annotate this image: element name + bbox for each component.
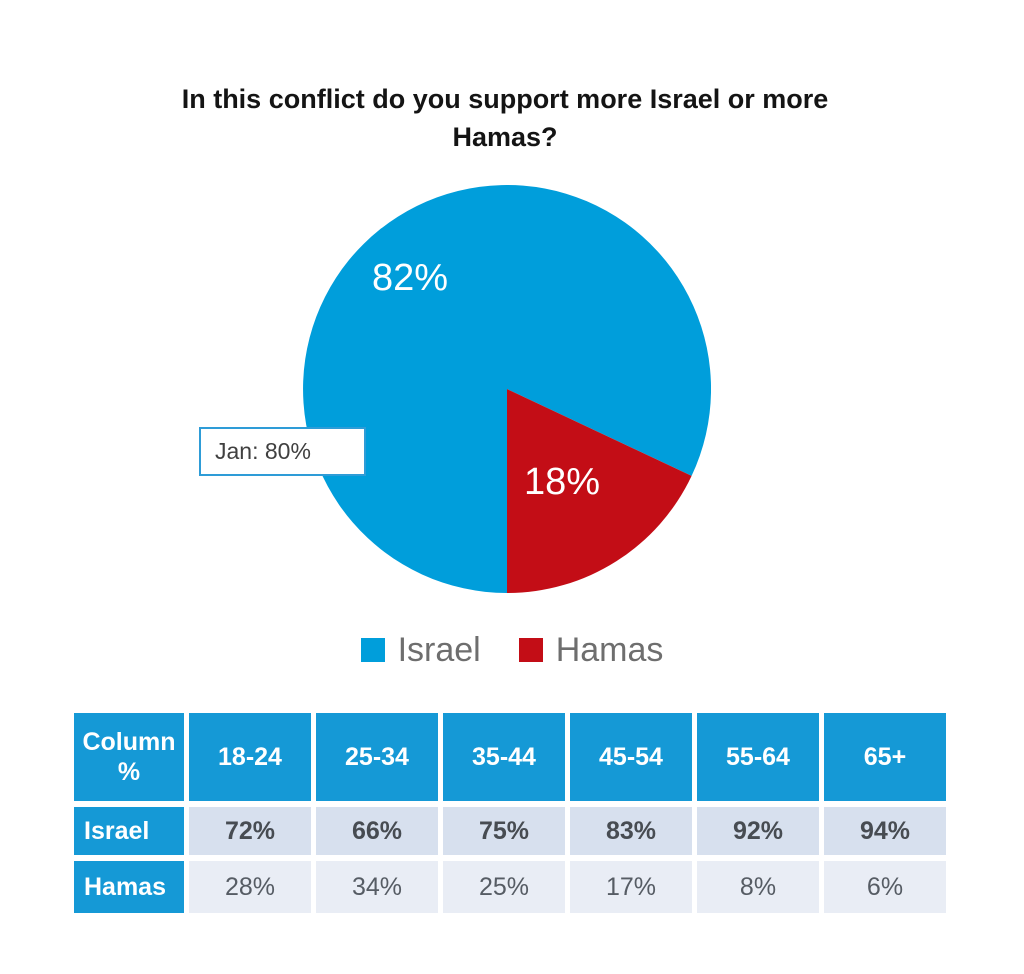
callout-jan-80: Jan: 80% [199,427,366,476]
legend: Israel Hamas [0,631,1024,669]
chart-title-line-2: Hamas? [452,122,558,152]
cell-hamas-25-34: 34% [316,861,438,913]
pie-chart: 82% 18% [303,185,711,593]
legend-label-israel: Israel [397,631,481,669]
chart-title: In this conflict do you support more Isr… [135,80,875,156]
cell-hamas-65plus: 6% [824,861,946,913]
cell-hamas-18-24: 28% [189,861,311,913]
pie-label-hamas: 18% [524,461,600,503]
pie-slice-hamas [507,389,692,593]
table-row-hamas: Hamas 28% 34% 25% 17% 8% 6% [74,861,946,913]
row-header-israel: Israel [74,807,184,855]
legend-swatch-hamas-icon [518,638,543,662]
cell-israel-35-44: 75% [443,807,565,855]
table-col-header-55-64: 55-64 [697,713,819,801]
table-col-header-65plus: 65+ [824,713,946,801]
table-header-row: Column % 18-24 25-34 35-44 45-54 55-64 6… [74,713,946,801]
pie-label-israel: 82% [372,257,448,299]
legend-item-hamas: Hamas [518,631,664,669]
cell-israel-18-24: 72% [189,807,311,855]
cell-israel-65plus: 94% [824,807,946,855]
cell-israel-25-34: 66% [316,807,438,855]
table-col-header-25-34: 25-34 [316,713,438,801]
cell-hamas-55-64: 8% [697,861,819,913]
table-col-header-18-24: 18-24 [189,713,311,801]
age-breakdown-table: Column % 18-24 25-34 35-44 45-54 55-64 6… [69,707,951,919]
cell-hamas-35-44: 25% [443,861,565,913]
legend-item-israel: Israel [360,631,481,669]
row-header-hamas: Hamas [74,861,184,913]
table-col-header-35-44: 35-44 [443,713,565,801]
cell-hamas-45-54: 17% [570,861,692,913]
table-col-header-45-54: 45-54 [570,713,692,801]
pie-slice-israel [303,185,711,593]
callout-text: Jan: 80% [215,438,311,464]
table-corner-header: Column % [74,713,184,801]
chart-title-line-1: In this conflict do you support more Isr… [181,84,829,114]
legend-label-hamas: Hamas [555,631,664,669]
cell-israel-55-64: 92% [697,807,819,855]
legend-swatch-israel-icon [360,638,385,662]
cell-israel-45-54: 83% [570,807,692,855]
table-row-israel: Israel 72% 66% 75% 83% 92% 94% [74,807,946,855]
